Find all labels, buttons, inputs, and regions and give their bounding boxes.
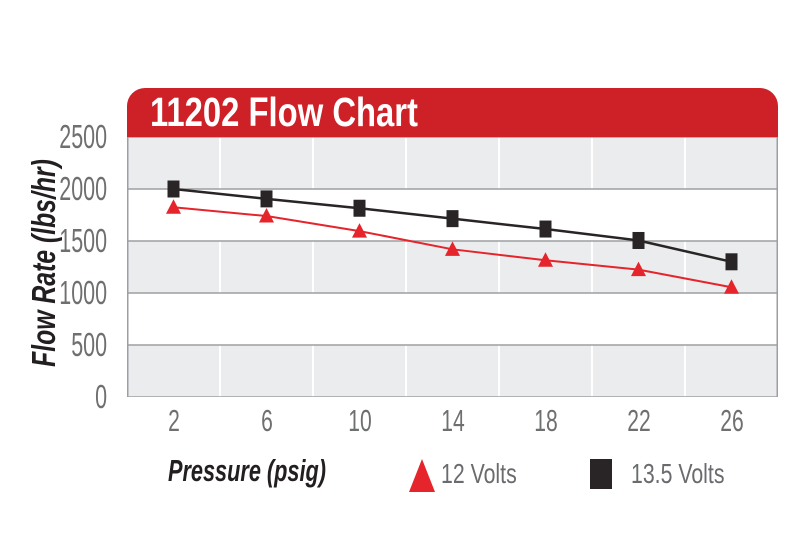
x-tick-label: 14 (440, 403, 465, 438)
triangle-marker-12-volts (631, 261, 646, 277)
triangle-marker-12-volts (259, 208, 274, 223)
y-tick-label: 1500 (59, 222, 107, 259)
y-tick-label: 2500 (59, 118, 107, 155)
square-marker-13-5-volts (353, 199, 366, 217)
square-marker-13-5-volts (446, 210, 459, 228)
square-marker-13-5-volts (260, 190, 273, 208)
triangle-marker-12-volts (538, 252, 553, 267)
plot-area (127, 137, 778, 397)
y-tick-label: 1000 (59, 274, 107, 311)
x-tick-label: 10 (347, 403, 372, 438)
square-marker-icon (590, 459, 612, 489)
square-marker-13-5-volts (167, 180, 180, 198)
chart-header-bar: 11202 Flow Chart (127, 88, 778, 137)
chart-title: 11202 Flow Chart (150, 89, 418, 135)
triangle-marker-12-volts (166, 199, 181, 214)
triangle-marker-icon (409, 459, 435, 492)
x-tick-label: 18 (533, 403, 558, 438)
plot-band (127, 345, 778, 397)
square-marker-13-5-volts (725, 253, 738, 271)
x-tick-label: 2 (167, 403, 180, 438)
y-tick-label: 2000 (59, 170, 107, 207)
y-axis-title: Flow Rate (lbs/hr) (25, 125, 63, 402)
triangle-marker-12-volts (445, 241, 460, 256)
y-tick-label: 0 (95, 378, 107, 415)
x-tick-label: 22 (626, 403, 651, 438)
x-tick-label: 6 (260, 403, 273, 438)
plot-band (127, 137, 778, 189)
triangle-marker-12-volts (352, 223, 367, 238)
x-tick-label: 26 (719, 403, 744, 438)
legend-label-12-volts: 12 Volts (441, 458, 517, 489)
plot-band (127, 293, 778, 345)
square-marker-13-5-volts (539, 220, 552, 238)
legend-label-13-5-volts: 13.5 Volts (631, 458, 725, 489)
y-tick-label: 500 (71, 326, 107, 363)
x-axis-title: Pressure (psig) (168, 453, 326, 488)
square-marker-13-5-volts (632, 231, 645, 249)
triangle-marker-12-volts (724, 279, 739, 294)
